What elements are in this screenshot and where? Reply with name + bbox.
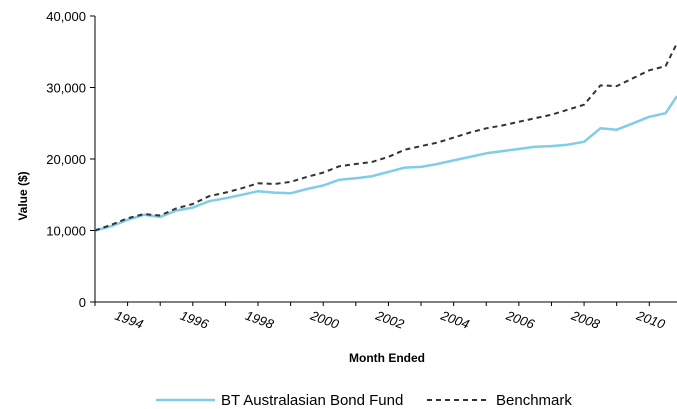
x-tick-label: 1994: [113, 308, 145, 332]
x-tick-label: 2000: [308, 307, 342, 332]
legend-label-benchmark: Benchmark: [496, 392, 572, 409]
y-tick-label: 30,000: [46, 81, 86, 96]
x-tick-label: 2004: [438, 307, 471, 331]
chart-series: [94, 42, 677, 232]
chart-axes: [94, 16, 677, 303]
x-tick-label: 2008: [569, 307, 603, 332]
x-axis-title: Month Ended: [349, 351, 425, 365]
x-axis-ticks: 1994 1996 1998 2000 2002 2004 2006 2008 2010: [94, 302, 668, 332]
x-tick-label: 2002: [373, 307, 407, 332]
x-tick-label: 1998: [243, 308, 276, 332]
x-tick-label: 1996: [178, 308, 211, 332]
y-tick-label: 10,000: [46, 224, 86, 239]
y-axis-title: Value ($): [16, 171, 30, 220]
y-tick-label: 40,000: [46, 9, 86, 24]
y-axis-ticks: 0 10,000 20,000 30,000 40,000: [46, 9, 95, 310]
series-line-benchmark: [94, 42, 677, 232]
legend-label-fund: BT Australasian Bond Fund: [221, 392, 403, 409]
legend: BT Australasian Bond Fund Benchmark: [156, 392, 572, 409]
series-line-fund: [94, 95, 677, 232]
y-tick-label: 0: [79, 295, 86, 310]
y-tick-label: 20,000: [46, 152, 86, 167]
x-tick-label: 2006: [503, 307, 537, 332]
x-tick-label: 2010: [634, 307, 668, 332]
